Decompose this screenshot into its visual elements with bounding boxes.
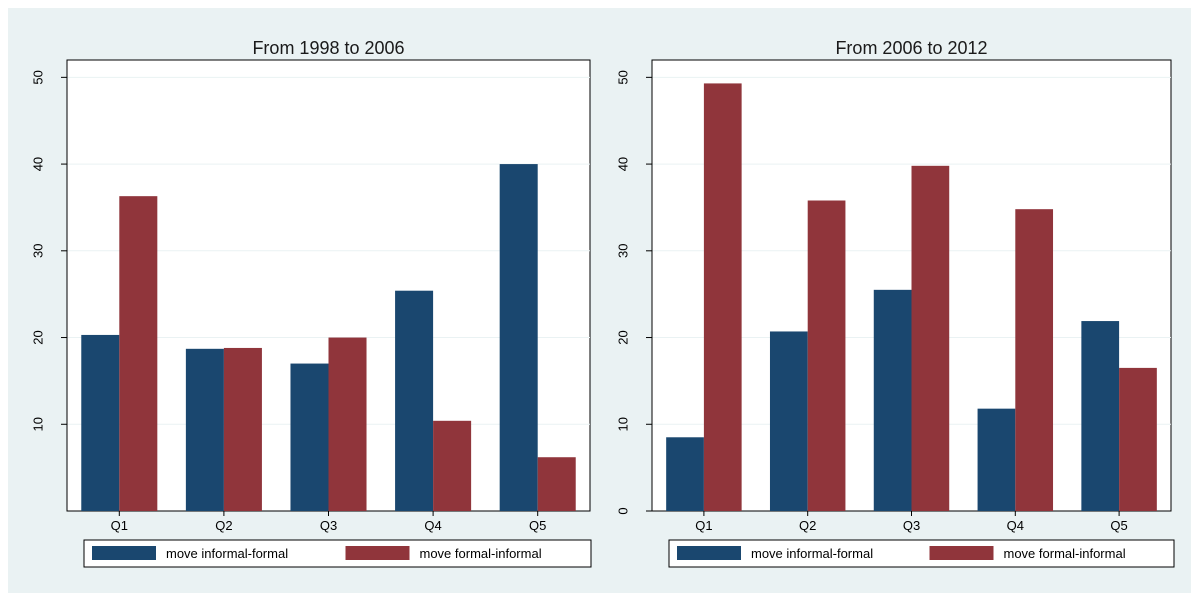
y-tick-label: 20 (30, 330, 45, 344)
legend (668, 539, 1175, 568)
x-tick-label: Q5 (1110, 518, 1127, 533)
bar-q1-series-2 (703, 83, 742, 512)
y-tick-label: 40 (615, 157, 630, 171)
legend (83, 539, 592, 568)
x-tick-label: Q3 (320, 518, 337, 533)
bar-q2-series-1 (185, 348, 224, 511)
y-tick-label: 50 (615, 70, 630, 84)
x-tick-label: Q4 (424, 518, 441, 533)
y-tick-label: 10 (615, 417, 630, 431)
bar-q3-series-2 (911, 165, 950, 512)
bar-q2-series-2 (223, 347, 262, 511)
chart-title: From 1998 to 2006 (252, 38, 404, 58)
legend-label: move informal-formal (751, 546, 873, 561)
legend-swatch (345, 546, 410, 560)
legend-label: move formal-informal (1004, 546, 1126, 561)
bar-q2-series-1 (769, 331, 808, 511)
bar-q5-series-2 (1119, 367, 1157, 511)
x-tick-label: Q5 (529, 518, 546, 533)
bar-q4-series-2 (1015, 209, 1054, 511)
x-tick-label: Q2 (215, 518, 232, 533)
bar-q4-series-2 (433, 420, 472, 511)
y-tick-label: 30 (615, 244, 630, 258)
legend-label: move formal-informal (420, 546, 542, 561)
legend-swatch (929, 546, 994, 560)
bar-q4-series-1 (977, 408, 1016, 511)
chart-title: From 2006 to 2012 (835, 38, 987, 58)
bar-q5-series-1 (499, 164, 538, 512)
bar-q3-series-1 (290, 363, 329, 511)
bar-q5-series-1 (1081, 321, 1120, 511)
bar-q3-series-1 (873, 289, 912, 511)
bar-q5-series-2 (537, 457, 576, 511)
y-tick-label: 10 (30, 417, 45, 431)
x-tick-label: Q1 (111, 518, 128, 533)
y-tick-label: 40 (30, 157, 45, 171)
y-tick-label: 20 (615, 330, 630, 344)
legend-swatch (92, 546, 156, 560)
bar-q1-series-1 (666, 437, 704, 511)
x-tick-label: Q1 (695, 518, 712, 533)
x-tick-label: Q2 (799, 518, 816, 533)
bar-q3-series-2 (328, 337, 367, 511)
chart-panel-2: From 2006 to 2012 0 10 20 30 40 50 Q1 Q2 Q3 Q4 Q5 mo… (615, 38, 1175, 568)
chart-panel-1: From 1998 to 2006 10 20 30 40 50 Q1 Q2 Q3 Q4 Q5 mov… (30, 38, 592, 568)
x-tick-label: Q3 (903, 518, 920, 533)
y-tick-label: 30 (30, 244, 45, 258)
x-tick-label: Q4 (1007, 518, 1024, 533)
y-tick-label: 50 (30, 70, 45, 84)
legend-label: move informal-formal (166, 546, 288, 561)
legend-swatch (677, 546, 741, 560)
bar-q1-series-2 (119, 196, 158, 512)
bar-q1-series-1 (81, 334, 120, 511)
y-tick-label: 0 (615, 507, 630, 514)
bar-q4-series-1 (395, 290, 434, 511)
bar-q2-series-2 (807, 200, 846, 511)
